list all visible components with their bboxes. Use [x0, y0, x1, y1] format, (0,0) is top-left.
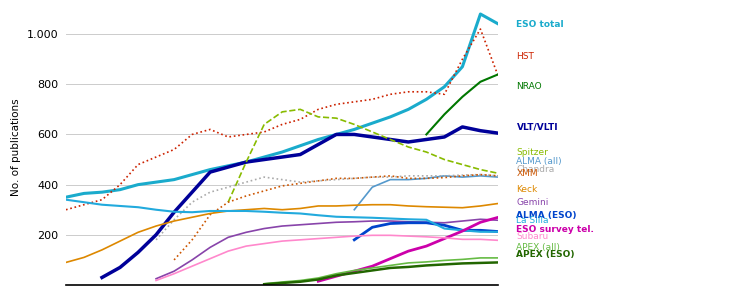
- Text: XMM: XMM: [517, 169, 538, 178]
- Text: Chandra: Chandra: [517, 165, 555, 174]
- Text: HST: HST: [517, 52, 534, 61]
- Text: VLT/VLTI: VLT/VLTI: [517, 122, 558, 131]
- Text: APEX (ESO): APEX (ESO): [517, 250, 575, 260]
- Text: ALMA (ESO): ALMA (ESO): [517, 211, 577, 220]
- Text: Keck: Keck: [517, 185, 538, 194]
- Text: NRAO: NRAO: [517, 82, 542, 91]
- Text: ESO total: ESO total: [517, 20, 564, 28]
- Text: Subaru: Subaru: [517, 232, 549, 241]
- Text: Gemini: Gemini: [517, 198, 549, 207]
- Text: La Silla: La Silla: [517, 216, 549, 225]
- Text: Spitzer: Spitzer: [517, 148, 548, 157]
- Text: ESO survey tel.: ESO survey tel.: [517, 225, 594, 234]
- Text: ALMA (all): ALMA (all): [517, 157, 562, 166]
- Y-axis label: No. of publications: No. of publications: [11, 98, 21, 196]
- Text: APEX (all): APEX (all): [517, 243, 560, 252]
